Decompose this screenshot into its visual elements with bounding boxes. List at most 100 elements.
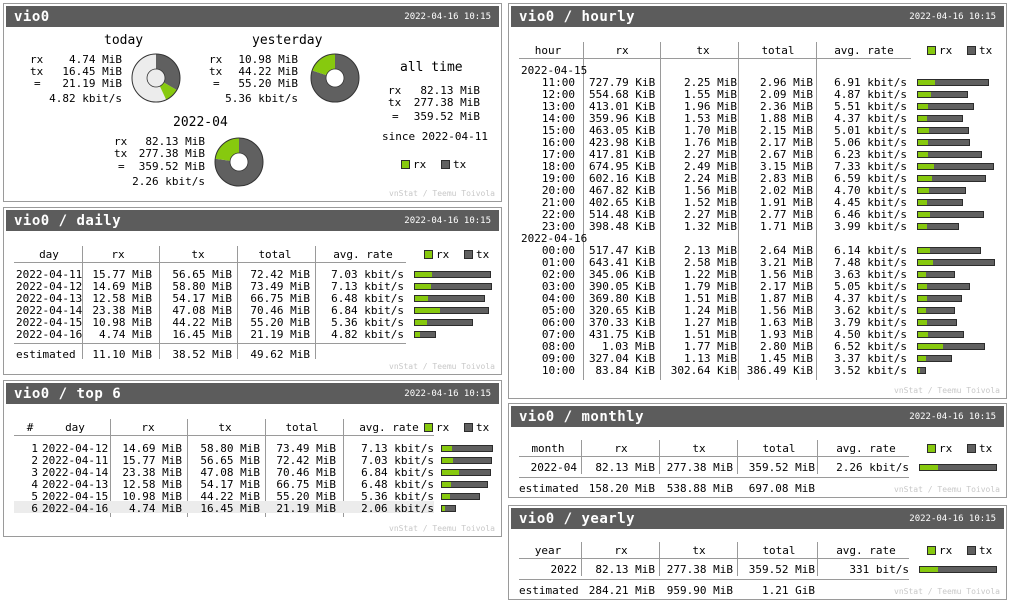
yesterday-tx: 44.22 MiB [238,65,298,78]
hourly-cell: 4.50 kbit/s [834,328,907,341]
daily-header: vio0 / daily 2022-04-16 10:15 [6,210,499,231]
yearly-header-rule [519,558,909,559]
daily-cell: 2022-04-13 [16,292,83,305]
top-cell: 2022-04-15 [42,490,109,503]
top-cell: 44.22 MiB [200,490,260,503]
rx-swatch-icon [424,250,433,259]
yesterday-eq: = [213,77,220,90]
hourly-cell: 6.46 kbit/s [834,208,907,221]
yearly-col-header: tx [692,544,706,557]
daily-cell: 55.20 MiB [250,316,310,329]
legend-rx-label: rx [939,544,953,557]
monthly-cell: 2022-04 [530,461,577,474]
hourly-usage-bar [917,259,995,266]
hourly-usage-bar-rx [918,92,931,97]
daily-cell: 2022-04-15 [16,316,83,329]
yesterday-rx-key: rx [209,53,223,66]
monthly-title: vio0 / monthly [519,409,645,425]
hourly-cell: 1.93 MiB [760,328,813,341]
daily-cell: 4.82 kbit/s [331,328,404,341]
yearly-panel: vio0 / yearly 2022-04-16 10:15 year rx tx t… [508,505,1007,600]
yearly-estimate-cell: 959.90 MiB [666,584,733,597]
daily-cell: 58.80 MiB [172,280,232,293]
top-col-header: avg. rate [359,421,419,434]
daily-cell: 23.38 MiB [92,304,152,317]
month-total: 359.52 MiB [138,160,205,173]
daily-usage-bar [414,331,437,338]
monthly-col-header: total [762,442,796,455]
yearly-estimate-rule [519,579,909,580]
hourly-cell: 11:00 [541,76,575,89]
top-usage-bar-rx [442,446,452,451]
hourly-usage-bar [917,79,989,86]
legend-tx-label: tx [476,248,490,261]
monthly-cell: 82.13 MiB [595,461,655,474]
top-cell: 7.13 kbit/s [361,442,434,455]
alltime-label: all time [400,60,463,75]
daily-column-rule [159,246,160,359]
top-column-rule [265,419,266,517]
today-tx-key: tx [30,65,44,78]
daily-usage-bar-rx [415,320,427,325]
hourly-usage-bar-rx [918,116,927,121]
monthly-usage-bar [919,464,997,471]
hourly-timestamp: 2022-04-16 10:15 [909,12,996,22]
hourly-cell: 83.84 KiB [595,364,655,377]
pie-outline [310,53,360,103]
hourly-cell: 08:00 [541,340,575,353]
top-cell: 1 [31,442,38,455]
hourly-cell: 5.01 kbit/s [834,124,907,137]
hourly-cell: 1.87 MiB [760,292,813,305]
daily-legend-rx: rx [424,248,449,261]
today-eq: = [34,77,41,90]
yearly-timestamp: 2022-04-16 10:15 [909,514,996,524]
hourly-cell: 320.65 KiB [589,304,656,317]
summary-timestamp: 2022-04-16 10:15 [404,12,491,22]
hourly-cell: 2.27 MiB [684,208,737,221]
hourly-usage-bar [917,115,963,122]
hourly-usage-bar-rx [918,104,928,109]
hourly-cell: 643.41 KiB [589,256,656,269]
yearly-column-rule [737,542,738,576]
yesterday-rate: 5.36 kbit/s [225,92,298,105]
yearly-cell: 331 bit/s [849,563,909,576]
hourly-cell: 1.71 MiB [760,220,813,233]
yearly-legend-rx: rx [927,544,952,557]
hourly-usage-bar-rx [918,200,927,205]
top-cell: 72.42 MiB [276,454,336,467]
hourly-cell: 17:00 [541,148,575,161]
hourly-usage-bar-rx [918,128,929,133]
top-cell: 54.17 MiB [200,478,260,491]
summary-legend-tx-label: tx [453,158,467,171]
legend-tx-label: tx [979,442,993,455]
yearly-legend-tx: tx [967,544,992,557]
hourly-cell: 2.64 MiB [760,244,813,257]
hourly-cell: 1.63 MiB [760,316,813,329]
hourly-cell: 402.65 KiB [589,196,656,209]
top-col-header: tx [218,421,232,434]
yearly-header: vio0 / yearly 2022-04-16 10:15 [511,508,1004,529]
hourly-usage-bar [917,331,964,338]
hourly-cell: 1.91 MiB [760,196,813,209]
legend-rx-label: rx [939,442,953,455]
top-cell: 2022-04-11 [42,454,109,467]
daily-usage-bar-rx [415,308,440,313]
hourly-cell: 3.79 kbit/s [834,316,907,329]
daily-col-header: total [258,248,292,261]
hourly-usage-bar [917,247,982,254]
monthly-cell: 2.26 kbit/s [836,461,909,474]
hourly-cell: 20:00 [541,184,575,197]
month-pie [214,137,264,187]
daily-estimate-rule [14,343,406,344]
hourly-cell: 327.04 KiB [589,352,656,365]
summary-legend-rx: rx [401,158,426,171]
hourly-usage-bar [917,151,982,158]
tx-swatch-icon [967,546,976,555]
monthly-col-header: month [531,442,565,455]
hourly-col-header: rx [615,44,629,57]
daily-cell: 12.58 MiB [92,292,152,305]
top-col-header: total [285,421,319,434]
hourly-usage-bar-rx [918,296,927,301]
hourly-cell: 1.76 MiB [684,136,737,149]
hourly-cell: 1.96 MiB [684,100,737,113]
